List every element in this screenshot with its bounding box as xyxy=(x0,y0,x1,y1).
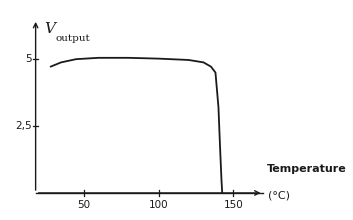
Text: 2,5: 2,5 xyxy=(15,121,32,131)
Text: 5: 5 xyxy=(25,54,32,64)
Text: 50: 50 xyxy=(77,200,90,211)
Text: Temperature: Temperature xyxy=(267,164,346,174)
Text: 100: 100 xyxy=(149,200,168,211)
Text: V: V xyxy=(44,22,56,36)
Text: 150: 150 xyxy=(223,200,243,211)
Text: (°C): (°C) xyxy=(268,191,290,201)
Text: output: output xyxy=(55,34,90,43)
